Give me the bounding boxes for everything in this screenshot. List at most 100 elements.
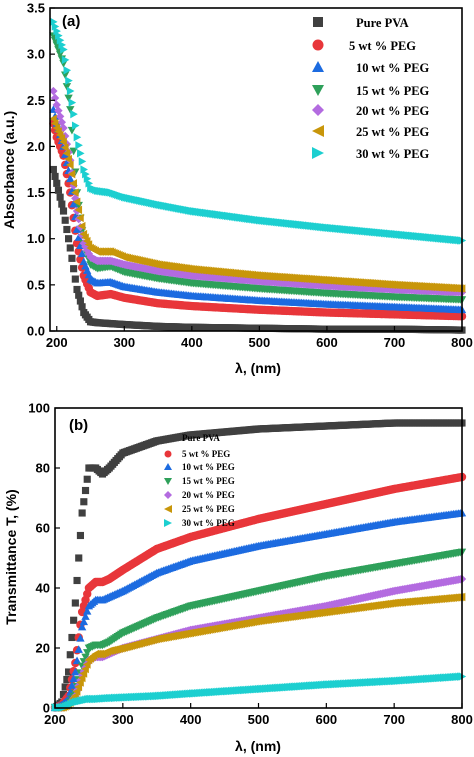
panel-a-series-6: [50, 17, 467, 245]
panel-b-x-tick-label: 200: [44, 712, 66, 727]
legend-marker-triangle-left-icon: [312, 125, 324, 137]
panel-b-y-axis-title: Transmittance T, (%): [3, 489, 19, 624]
panel-a-series-4-point: [52, 100, 61, 110]
panel-a-series-6-point: [77, 149, 85, 158]
panel-a-series-6-point: [60, 45, 68, 54]
panel-a-series-4-point: [49, 86, 58, 96]
panel-a: 200 300 400 500 600 700 800 0.0 0.5 1.0 1.5 2.0 2.5 3…: [1, 1, 473, 377]
legend-marker-triangle-up-icon: [312, 61, 324, 72]
panel-a-series-5-point: [59, 137, 67, 147]
panel-a-y-tick-label: 0.5: [27, 277, 45, 292]
legend-label: 25 wt % PEG: [356, 125, 430, 139]
panel-a-series-2-point: [77, 249, 87, 258]
panel-b-series-0-point: [80, 498, 88, 506]
legend-label: 30 wt % PEG: [356, 147, 430, 161]
legend-label: 5 wt % PEG: [182, 449, 230, 459]
panel-a-data-marks: [49, 17, 467, 334]
panel-b-legend-entry-4: 20 wt % PEG: [164, 490, 235, 500]
legend-marker-diamond-icon: [312, 104, 324, 116]
panel-a-series-0-point: [61, 216, 69, 224]
panel-b-series-1: [50, 472, 467, 712]
panel-b-series-5-point: [76, 678, 84, 687]
panel-a-series-0-point: [53, 179, 61, 187]
panel-b-y-tick-label: 0: [43, 701, 50, 716]
panel-a-series-5-point: [64, 154, 72, 164]
panel-b-series-6: [51, 672, 467, 712]
panel-b-series-0-point: [71, 599, 79, 607]
panel-b-x-axis-title: λ, (nm): [235, 738, 281, 754]
panel-a-series-4-point: [54, 106, 63, 115]
panel-a-y-tick-label: 2.5: [27, 93, 45, 108]
panel-a-series-0-point: [78, 303, 86, 311]
panel-a-series-3: [49, 32, 467, 304]
panel-b-series-2-point: [74, 645, 83, 653]
panel-b-series-0-point: [70, 616, 78, 624]
panel-b-series-0: [51, 419, 466, 712]
legend-marker-square-icon: [313, 17, 323, 27]
panel-a-legend-entry-3: 15 wt % PEG: [312, 84, 430, 98]
panel-a-series-4-point: [62, 139, 72, 149]
panel-a-series-5-point: [60, 143, 69, 152]
panel-b-y-tick-label: 60: [36, 521, 50, 536]
legend-label: 10 wt % PEG: [182, 462, 235, 472]
panel-a-series-1: [49, 119, 467, 321]
panel-b-series-0-point: [73, 576, 81, 585]
panel-b-y-tick-label: 40: [36, 581, 50, 596]
panel-a-series-4-point: [82, 246, 92, 255]
panel-a-series-4-point: [50, 93, 60, 103]
panel-b-series-2-point: [67, 681, 77, 689]
panel-a-series-6-point: [78, 157, 87, 166]
panel-a-x-tick-label: 800: [451, 335, 473, 350]
panel-a-series-5-point: [72, 197, 81, 206]
panel-b-series-0-point: [76, 531, 85, 540]
legend-marker-triangle-right-icon: [312, 147, 324, 159]
panel-a-series-5-point: [76, 213, 84, 223]
legend-label: 10 wt % PEG: [356, 61, 430, 75]
legend-label: 5 wt % PEG: [349, 39, 416, 53]
panel-a-x-tick-label: 300: [113, 335, 135, 350]
panel-a-series-0-point: [59, 207, 68, 215]
panel-a-ticks: 200 300 400 500 600 700 800 0.0 0.5 1.0 1.5 2.0 2.5 3…: [27, 1, 473, 351]
panel-a-legend-entry-5: 25 wt % PEG: [312, 125, 430, 139]
panel-a-series-5-point: [67, 169, 76, 179]
panel-a-series-6-point: [75, 141, 83, 150]
panel-b-legend-entry-0: Pure PVA: [182, 433, 220, 443]
panel-b-series-0-point: [66, 651, 74, 659]
panel-a-series-5-point: [71, 188, 79, 197]
panel-b-series-2-point: [79, 617, 89, 626]
panel-a-series-5-point: [77, 221, 86, 231]
panel-a-series-5-point: [62, 149, 71, 158]
panel-a-series-0: [49, 165, 466, 334]
legend-label: 30 wt % PEG: [182, 518, 235, 528]
legend-label: Pure PVA: [182, 433, 220, 443]
panel-a-series-5-point: [74, 205, 83, 215]
panel-a-x-tick-label: 400: [181, 335, 203, 350]
panel-a-series-0-point: [76, 297, 84, 305]
panel-a-series-0-point: [66, 244, 74, 252]
panel-a-series-6-point: [66, 86, 75, 96]
legend-marker-diamond-icon: [164, 491, 172, 499]
panel-a-series-3-point: [67, 126, 77, 135]
panel-a-series-2-point: [66, 174, 75, 183]
panel-a-series-3-point: [69, 147, 78, 156]
panel-b-x-tick-label: 300: [112, 712, 134, 727]
panel-a-series-5-point: [69, 179, 77, 188]
panel-b-series-2-point: [83, 607, 92, 615]
panel-a-y-tick-label: 0.0: [27, 324, 45, 339]
panel-b-legend-entry-6: 30 wt % PEG: [164, 518, 235, 528]
panel-a-series-0-point: [71, 275, 79, 283]
panel-a-series-5-point: [66, 160, 74, 170]
panel-b-series-2: [50, 508, 467, 711]
panel-a-series-3-point: [66, 106, 75, 114]
panel-b-x-tick-label: 700: [383, 712, 405, 727]
panel-b-series-0-point: [61, 683, 69, 691]
panel-a-legend-entry-4: 20 wt % PEG: [312, 104, 430, 118]
panel-a-x-tick-label: 700: [384, 335, 406, 350]
panel-a-y-tick-label: 3.5: [27, 1, 45, 16]
legend-label: 25 wt % PEG: [182, 504, 235, 514]
panel-a-series-0-point: [68, 254, 76, 262]
panel-a-legend: Pure PVA 5 wt % PEG 10 wt % PEG 15 wt % …: [312, 16, 430, 161]
panel-a-series-2-point: [74, 233, 83, 241]
panel-a-series-2: [49, 105, 467, 314]
panel-a-series-6-point: [73, 133, 82, 142]
